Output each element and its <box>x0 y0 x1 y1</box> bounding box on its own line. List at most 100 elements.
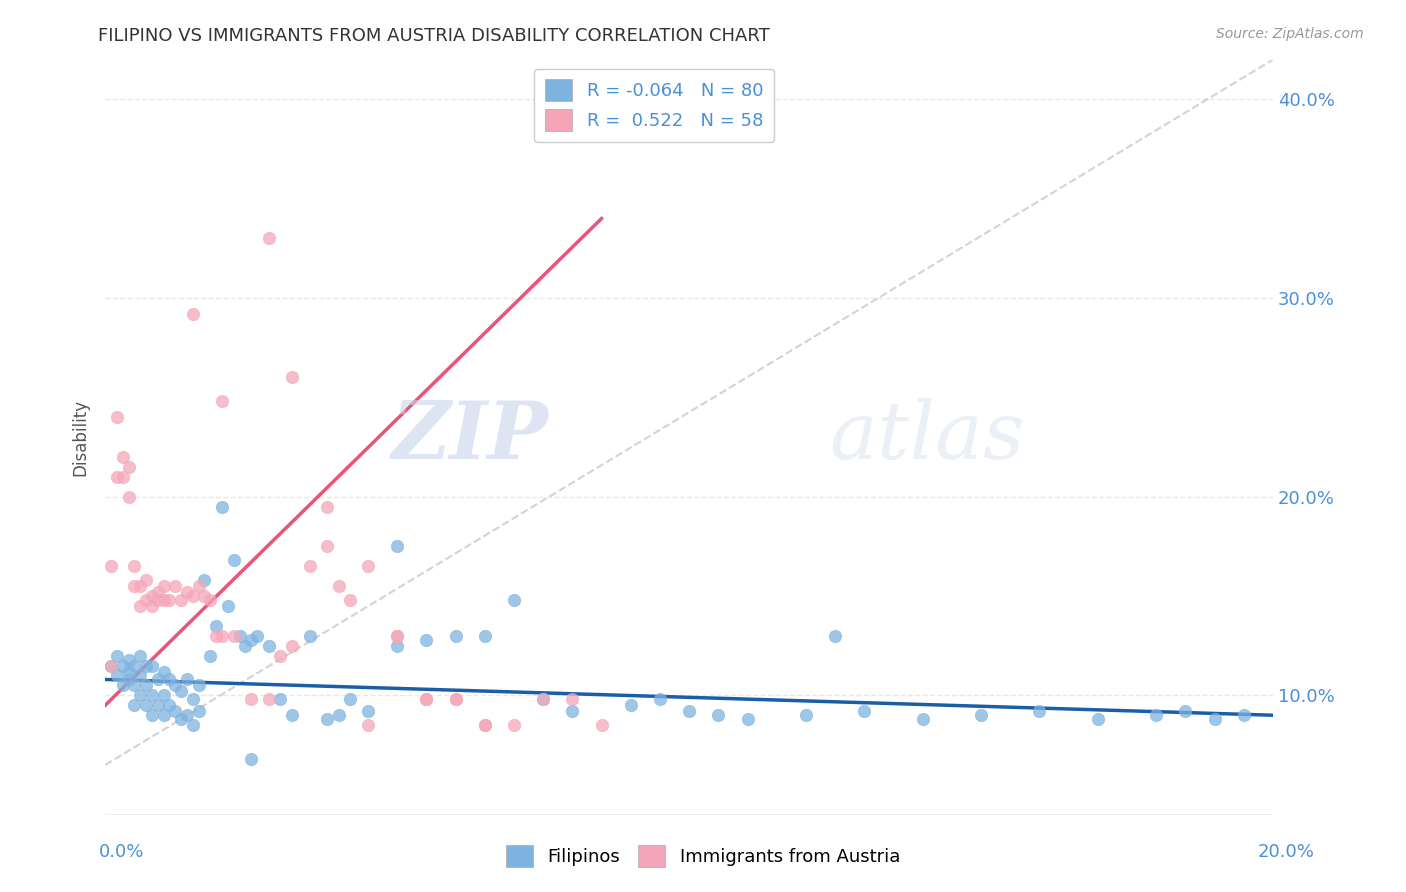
Point <box>357 559 380 574</box>
Point <box>152 593 174 607</box>
Text: 0.0%: 0.0% <box>98 843 143 861</box>
Point <box>246 629 269 643</box>
Point <box>561 692 583 706</box>
Point <box>181 589 204 603</box>
Y-axis label: Disability: Disability <box>72 399 89 475</box>
Point <box>911 712 934 726</box>
Point <box>135 658 157 673</box>
Point <box>152 579 174 593</box>
Point <box>170 593 193 607</box>
Point <box>100 658 122 673</box>
Point <box>648 692 671 706</box>
Point <box>193 573 215 587</box>
Point <box>415 692 437 706</box>
Point <box>222 629 245 643</box>
Point <box>257 692 280 706</box>
Point <box>187 678 209 692</box>
Point <box>444 629 467 643</box>
Point <box>135 593 157 607</box>
Point <box>105 668 128 682</box>
Point <box>211 500 233 514</box>
Point <box>124 658 146 673</box>
Point <box>135 678 157 692</box>
Point <box>111 470 134 484</box>
Point <box>117 490 139 504</box>
Point <box>200 593 222 607</box>
Point <box>165 704 187 718</box>
Point <box>707 708 730 723</box>
Point <box>1144 708 1167 723</box>
Point <box>165 678 187 692</box>
Point <box>111 678 134 692</box>
Point <box>129 599 152 613</box>
Point <box>328 708 350 723</box>
Point <box>146 585 169 599</box>
Point <box>240 752 263 766</box>
Point <box>170 712 193 726</box>
Point <box>1174 704 1197 718</box>
Point <box>503 593 526 607</box>
Point <box>444 692 467 706</box>
Legend: Filipinos, Immigrants from Austria: Filipinos, Immigrants from Austria <box>499 838 907 874</box>
Text: 20.0%: 20.0% <box>1258 843 1315 861</box>
Point <box>222 553 245 567</box>
Point <box>129 689 152 703</box>
Text: atlas: atlas <box>830 399 1025 475</box>
Point <box>211 629 233 643</box>
Point <box>152 689 174 703</box>
Point <box>357 718 380 732</box>
Point <box>129 648 152 663</box>
Point <box>187 579 209 593</box>
Text: Source: ZipAtlas.com: Source: ZipAtlas.com <box>1216 27 1364 41</box>
Point <box>240 632 263 647</box>
Point <box>193 589 215 603</box>
Point <box>269 648 291 663</box>
Point <box>124 559 146 574</box>
Text: ZIP: ZIP <box>392 399 548 475</box>
Point <box>159 593 181 607</box>
Point <box>141 708 163 723</box>
Point <box>117 665 139 679</box>
Point <box>105 410 128 425</box>
Point <box>129 668 152 682</box>
Point <box>316 500 339 514</box>
Point <box>281 639 304 653</box>
Point <box>444 692 467 706</box>
Point <box>737 712 759 726</box>
Point <box>620 698 643 713</box>
Point <box>146 673 169 687</box>
Point <box>1233 708 1256 723</box>
Point <box>217 599 239 613</box>
Point <box>159 673 181 687</box>
Point <box>228 629 250 643</box>
Point <box>298 559 321 574</box>
Point <box>141 689 163 703</box>
Point <box>135 698 157 713</box>
Point <box>146 593 169 607</box>
Point <box>111 450 134 464</box>
Point <box>1087 712 1109 726</box>
Point <box>281 708 304 723</box>
Point <box>1028 704 1050 718</box>
Point <box>105 470 128 484</box>
Point <box>385 629 408 643</box>
Point <box>794 708 817 723</box>
Point <box>474 629 496 643</box>
Point <box>176 673 198 687</box>
Point <box>117 652 139 666</box>
Point <box>474 718 496 732</box>
Point <box>853 704 876 718</box>
Point <box>100 658 122 673</box>
Point <box>152 708 174 723</box>
Point <box>328 579 350 593</box>
Point <box>257 231 280 245</box>
Point <box>385 540 408 554</box>
Point <box>111 658 134 673</box>
Point <box>117 673 139 687</box>
Point <box>176 708 198 723</box>
Point <box>339 593 361 607</box>
Point <box>824 629 846 643</box>
Point <box>205 619 228 633</box>
Point <box>591 718 613 732</box>
Point <box>117 459 139 474</box>
